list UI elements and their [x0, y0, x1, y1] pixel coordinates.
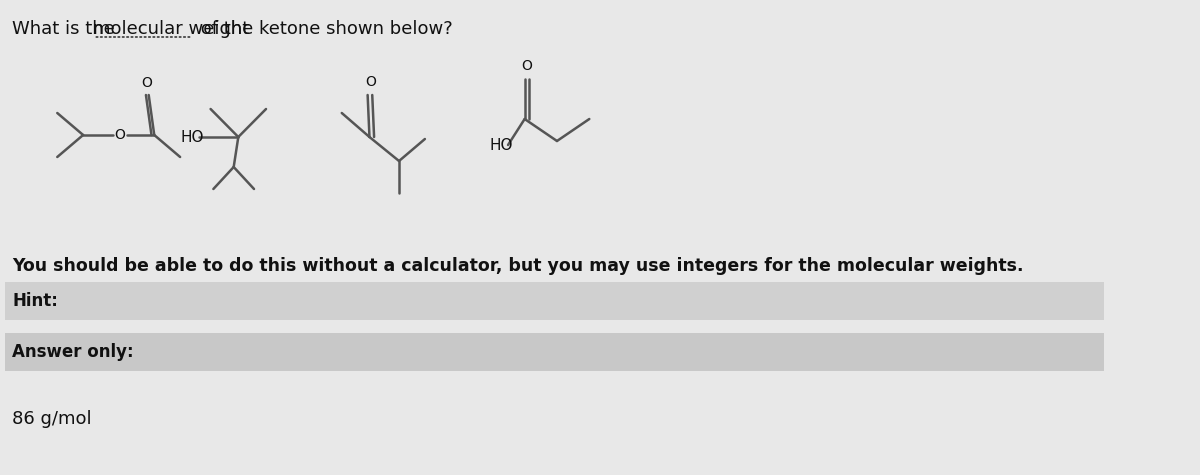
Text: HO: HO	[180, 130, 204, 144]
Text: O: O	[365, 75, 376, 89]
Text: molecular weight: molecular weight	[94, 20, 250, 38]
Bar	[5, 333, 1104, 371]
Text: Hint:: Hint:	[12, 292, 58, 310]
Text: You should be able to do this without a calculator, but you may use integers for: You should be able to do this without a …	[12, 257, 1024, 275]
Text: of the ketone shown below?: of the ketone shown below?	[194, 20, 452, 38]
Text: O: O	[115, 128, 126, 142]
Text: HO: HO	[490, 137, 514, 152]
Text: Answer only:: Answer only:	[12, 343, 133, 361]
Text: What is the: What is the	[12, 20, 120, 38]
Text: 86 g/mol: 86 g/mol	[12, 410, 91, 428]
Text: O: O	[521, 59, 532, 73]
Text: O: O	[142, 76, 152, 90]
Bar	[5, 282, 1104, 320]
